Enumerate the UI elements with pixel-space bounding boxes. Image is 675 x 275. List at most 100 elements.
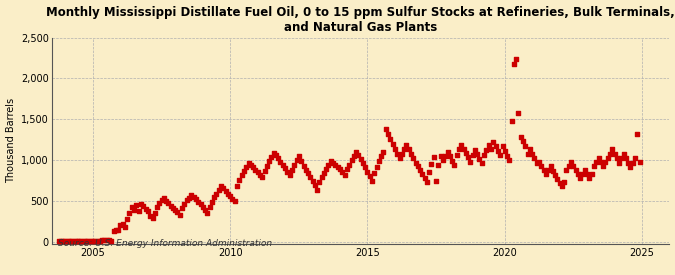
Point [335, 167, 346, 171]
Point [284, 173, 295, 177]
Point [101, 238, 112, 242]
Point [398, 147, 409, 152]
Point [97, 238, 107, 243]
Point [470, 148, 481, 153]
Point [294, 154, 304, 158]
Point [526, 151, 537, 156]
Point [495, 153, 506, 157]
Point [85, 239, 96, 243]
Point [287, 168, 298, 172]
Point [449, 163, 460, 167]
Point [138, 204, 148, 208]
Point [408, 155, 418, 160]
Point [83, 239, 94, 243]
Point [600, 160, 611, 164]
Point [209, 195, 219, 199]
Point [188, 195, 199, 199]
Point [325, 159, 336, 163]
Point [524, 147, 535, 152]
Point [439, 154, 450, 158]
Point [362, 169, 373, 174]
Point [307, 179, 318, 183]
Point [545, 164, 556, 168]
Point [481, 148, 491, 153]
Point [621, 156, 632, 161]
Point [426, 162, 437, 166]
Point [435, 154, 446, 158]
Point [122, 217, 133, 221]
Point [279, 166, 290, 170]
Point [515, 135, 526, 139]
Point [248, 165, 259, 170]
Point [165, 204, 176, 208]
Point [259, 169, 270, 173]
Point [401, 143, 412, 148]
Point [378, 150, 389, 154]
Point [264, 159, 275, 163]
Point [319, 171, 329, 175]
Point [200, 208, 211, 212]
Point [65, 239, 76, 243]
Point [344, 163, 354, 167]
Point [195, 202, 206, 207]
Point [584, 176, 595, 180]
Point [465, 160, 476, 164]
Point [396, 151, 407, 156]
Point [179, 202, 190, 207]
Point [74, 239, 84, 243]
Point [266, 155, 277, 159]
Point [549, 173, 560, 177]
Point [323, 163, 334, 167]
Point [506, 119, 517, 123]
Point [243, 161, 254, 166]
Point [568, 164, 578, 168]
Point [110, 228, 121, 233]
Point [504, 158, 515, 162]
Point [238, 169, 249, 173]
Point [383, 132, 394, 136]
Point [254, 173, 265, 177]
Point [103, 238, 114, 243]
Point [78, 239, 89, 243]
Point [172, 210, 183, 214]
Point [488, 140, 499, 144]
Point [381, 127, 392, 131]
Point [364, 174, 375, 179]
Point [472, 152, 483, 156]
Point [246, 163, 256, 167]
Point [90, 238, 101, 243]
Point [134, 208, 144, 213]
Point [479, 153, 489, 157]
Point [346, 158, 357, 162]
Point [225, 194, 236, 198]
Point [230, 199, 240, 203]
Point [412, 164, 423, 168]
Point [316, 175, 327, 180]
Point [314, 180, 325, 184]
Point [614, 160, 624, 165]
Point [403, 147, 414, 152]
Point [140, 207, 151, 211]
Point [298, 164, 309, 168]
Point [564, 164, 574, 168]
Point [207, 200, 217, 204]
Point [99, 238, 110, 242]
Point [552, 177, 563, 181]
Point [502, 154, 512, 158]
Point [300, 168, 311, 172]
Point [69, 239, 80, 243]
Point [394, 156, 405, 161]
Point [60, 239, 71, 243]
Point [119, 225, 130, 229]
Point [213, 188, 224, 192]
Point [202, 211, 213, 215]
Point [350, 150, 361, 154]
Point [355, 157, 366, 161]
Point [373, 159, 384, 163]
Point [76, 239, 87, 243]
Point [575, 176, 586, 180]
Point [175, 213, 186, 217]
Point [149, 211, 160, 215]
Point [630, 156, 641, 161]
Point [595, 160, 606, 164]
